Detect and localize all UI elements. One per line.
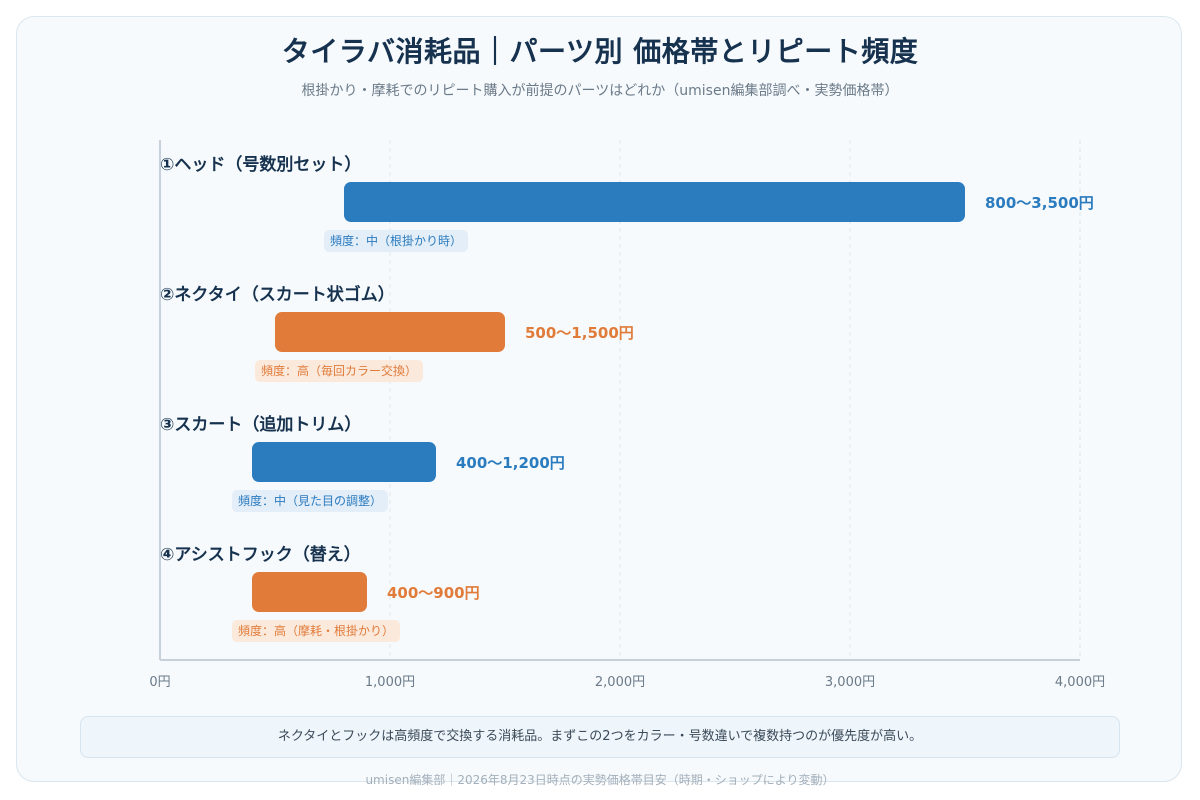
range-value-label: 400〜900円: [387, 584, 480, 602]
frequency-label: 頻度：中（見た目の調整）: [238, 493, 382, 508]
summary-note: ネクタイとフックは高頻度で交換する消耗品。まずこの2つをカラー・号数違いで複数持…: [80, 716, 1120, 758]
chart-subtitle: 根掛かり・摩耗でのリピート購入が前提のパーツはどれか（umisen編集部調べ・実…: [301, 83, 899, 99]
x-tick-label: 1,000円: [365, 675, 415, 690]
chart-card: [16, 16, 1182, 782]
frequency-label: 頻度：高（摩耗・根掛かり）: [238, 623, 394, 638]
chart-title: タイラバ消耗品｜パーツ別 価格帯とリピート頻度: [281, 35, 919, 68]
frequency-label: 頻度：中（根掛かり時）: [330, 233, 462, 248]
category-label: ①ヘッド（号数別セット）: [160, 154, 361, 175]
source-footer: umisen編集部｜2026年8月23日時点の実勢価格帯目安（時期・ショップによ…: [365, 773, 835, 787]
frequency-badge: [324, 230, 468, 252]
category-label: ②ネクタイ（スカート状ゴム）: [160, 284, 395, 305]
range-bar: [275, 312, 505, 352]
range-bar: [344, 182, 965, 222]
frequency-label: 頻度：高（毎回カラー交換）: [261, 363, 417, 378]
x-tick-label: 3,000円: [825, 675, 875, 690]
range-value-label: 400〜1,200円: [456, 454, 565, 472]
category-label: ④アシストフック（替え）: [160, 544, 361, 565]
frequency-badge: [232, 620, 400, 642]
category-label: ③スカート（追加トリム）: [160, 414, 361, 435]
range-bar: [252, 442, 436, 482]
range-value-label: 800〜3,500円: [985, 194, 1094, 212]
x-tick-label: 0円: [149, 675, 170, 690]
x-tick-label: 2,000円: [595, 675, 645, 690]
frequency-badge: [232, 490, 388, 512]
range-bar: [252, 572, 367, 612]
x-tick-label: 4,000円: [1055, 675, 1105, 690]
frequency-badge: [255, 360, 423, 382]
range-value-label: 500〜1,500円: [525, 324, 634, 342]
